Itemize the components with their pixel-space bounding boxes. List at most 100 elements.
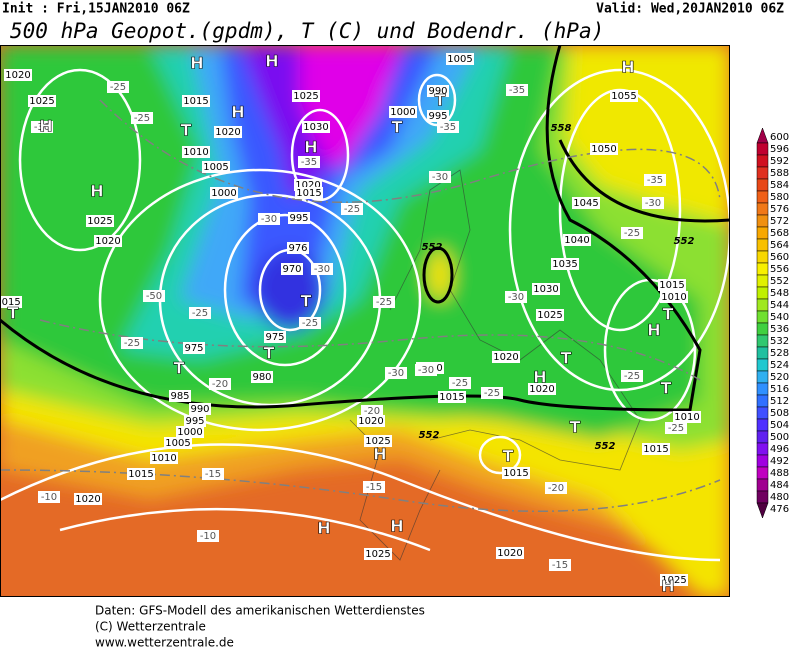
temperature-label-box	[373, 296, 395, 308]
colorbar-label: 524	[770, 360, 789, 371]
footer-line: www.wetterzentrale.de	[95, 636, 234, 648]
pressure-label-text: 975	[184, 343, 203, 354]
colorbar-label: 600	[770, 132, 789, 143]
pressure-label-box	[446, 53, 474, 65]
temperature-label: -30	[258, 213, 280, 225]
temperature-label-box	[298, 156, 320, 168]
map-frame	[0, 45, 730, 597]
temperature-label-box	[506, 84, 528, 96]
temperature-label: -25	[341, 203, 363, 215]
pressure-center: H	[661, 577, 674, 596]
pressure-center: H	[533, 368, 546, 387]
pressure-label: 1015	[658, 279, 686, 291]
colorbar-label: 512	[770, 396, 789, 407]
pressure-label: 1020	[528, 383, 556, 395]
temperature-label-text: -25	[668, 423, 684, 434]
colorbar-label: 504	[770, 420, 789, 431]
pressure-label-box	[183, 342, 205, 354]
pressure-label: 1010	[182, 146, 210, 158]
pressure-label: 1000	[389, 106, 417, 118]
colorbar-label: 516	[770, 384, 789, 395]
temperature-label-box	[131, 112, 153, 124]
colorbar-label: 564	[770, 240, 789, 251]
colorbar-label: 484	[770, 480, 789, 491]
temperature-label-box	[361, 405, 383, 417]
pressure-label-box	[658, 279, 686, 291]
pressure-label: 1025	[28, 95, 56, 107]
colorbar-cell	[756, 502, 769, 519]
pressure-label: 1020	[4, 69, 32, 81]
pressure-label-text: 995	[428, 111, 447, 122]
colorbar-label: 488	[770, 468, 789, 479]
colorbar-cell	[756, 274, 769, 288]
pressure-label-box	[590, 143, 618, 155]
pressure-center: H	[621, 58, 634, 77]
temperature-label-box	[311, 263, 333, 275]
colorbar-label: 576	[770, 204, 789, 215]
temperature-label: -20	[361, 405, 383, 417]
temperature-label-box	[481, 387, 503, 399]
pressure-center: T	[8, 304, 19, 323]
temperature-label: -15	[363, 481, 385, 493]
pressure-label-box	[536, 309, 564, 321]
temperature-label-box	[385, 367, 407, 379]
temperature-label-text: -30	[432, 172, 448, 183]
temperature-label: -30	[505, 291, 527, 303]
pressure-label: 1020	[74, 493, 102, 505]
pressure-label-box	[496, 547, 524, 559]
pressure-center: T	[392, 118, 403, 137]
temperature-label-box	[107, 81, 129, 93]
pressure-label-box	[427, 85, 449, 97]
temperature-label-text: -25	[124, 338, 140, 349]
pressure-label-box	[427, 110, 449, 122]
pressure-label-text: 1050	[591, 144, 616, 155]
pressure-label-text: 976	[288, 243, 307, 254]
temperature-label-text: -25	[452, 378, 468, 389]
temperature-label: -10	[197, 530, 219, 542]
pressure-label-text: 1020	[95, 236, 120, 247]
pressure-label-text: 1045	[573, 198, 598, 209]
temperature-label: -25	[621, 370, 643, 382]
pressure-label: 1015	[502, 467, 530, 479]
pressure-label-text: 1010	[674, 412, 699, 423]
pressure-label-box	[214, 126, 242, 138]
temperature-label: -20	[209, 378, 231, 390]
pressure-label: 1015	[0, 296, 22, 308]
pressure-label-text: 985	[170, 391, 189, 402]
colorbar-cell	[756, 418, 769, 432]
colorbar-label: 588	[770, 168, 789, 179]
colorbar-label: 520	[770, 372, 789, 383]
colorbar-cell	[756, 250, 769, 264]
pressure-center: T	[435, 91, 446, 110]
pressure-label: 980	[251, 371, 273, 383]
pressure-label-text: 1010	[183, 147, 208, 158]
colorbar-label: 580	[770, 192, 789, 203]
pressure-label-box	[287, 242, 309, 254]
pressure-label: 975	[183, 342, 205, 354]
pressure-label-box	[572, 197, 600, 209]
pressure-center: H	[265, 52, 278, 71]
temperature-label-box	[341, 203, 363, 215]
temperature-label-text: -35	[509, 85, 525, 96]
pressure-label-box	[357, 415, 385, 427]
colorbar-cell	[756, 190, 769, 204]
footer-line: (C) Wetterzentrale	[95, 620, 206, 634]
pressure-center: T	[661, 379, 672, 398]
pressure-label-text: 1025	[365, 549, 390, 560]
pressure-label: 1025	[86, 215, 114, 227]
temperature-label: -35	[506, 84, 528, 96]
pressure-label-text: 1015	[503, 468, 528, 479]
temperature-label-text: -30	[261, 214, 277, 225]
temperature-label-text: -15	[552, 560, 568, 571]
temperature-label-box	[665, 422, 687, 434]
pressure-label-box	[281, 263, 303, 275]
temperature-label-text: -20	[548, 483, 564, 494]
pressure-label-text: 1000	[390, 107, 415, 118]
colorbar-cell	[756, 142, 769, 156]
colorbar-label: 492	[770, 456, 789, 467]
colorbar-label: 568	[770, 228, 789, 239]
temperature-label-box	[415, 364, 437, 376]
temperature-label-text: -25	[134, 113, 150, 124]
temperature-label-box	[121, 337, 143, 349]
pressure-label-text: 1015	[439, 392, 464, 403]
